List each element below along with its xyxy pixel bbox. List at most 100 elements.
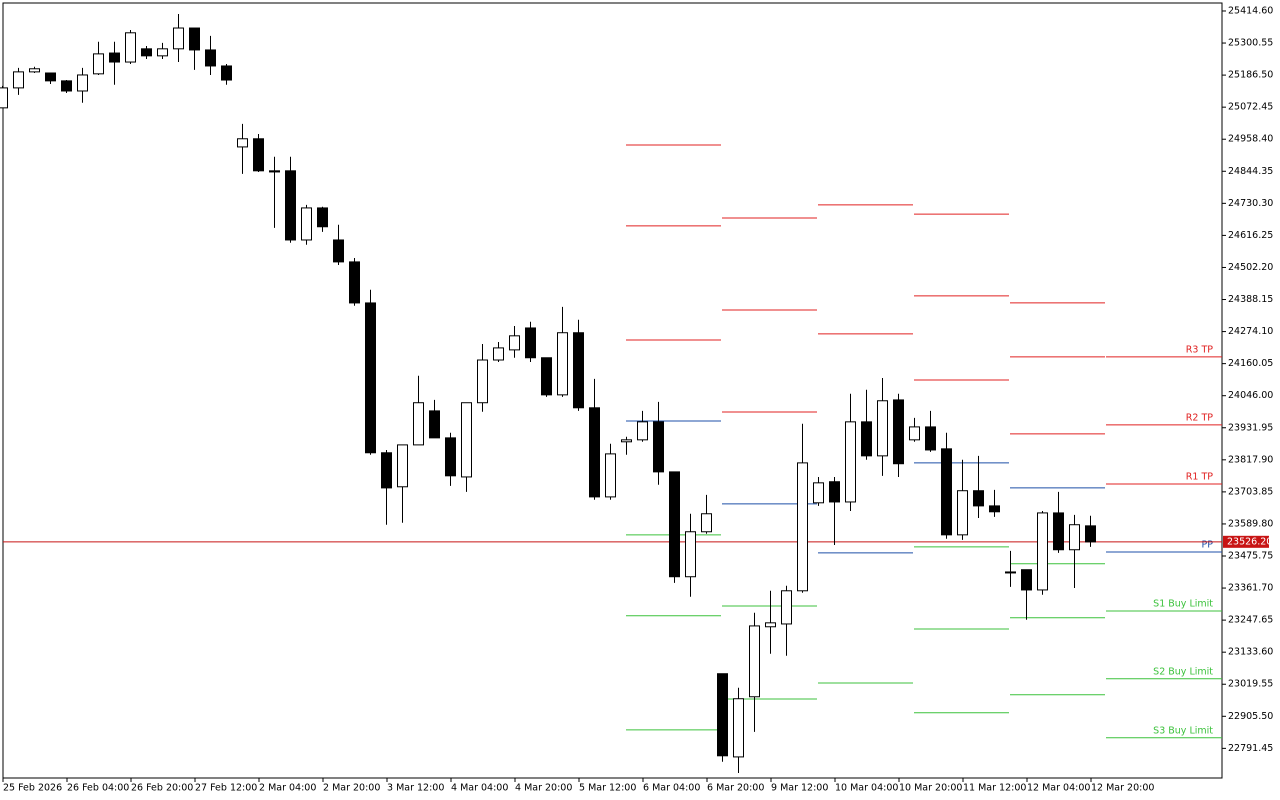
candle-body xyxy=(285,170,296,241)
candle-body xyxy=(765,622,776,628)
x-tick-label: 10 Mar 20:00 xyxy=(899,783,962,794)
candle-body xyxy=(797,462,808,592)
candle-body xyxy=(1053,512,1064,551)
candle-body xyxy=(845,421,856,503)
candle-body xyxy=(701,513,712,533)
candle-body xyxy=(381,452,392,489)
candle-body xyxy=(733,698,744,758)
x-tick-label: 4 Mar 20:00 xyxy=(515,783,572,794)
y-tick-label: 23475.75 xyxy=(1228,550,1273,561)
candle-body xyxy=(141,48,152,57)
y-tick-label: 24730.30 xyxy=(1228,198,1273,209)
y-tick-label: 24388.15 xyxy=(1228,294,1273,305)
y-tick-label: 24958.40 xyxy=(1228,134,1273,145)
candle-body xyxy=(685,531,696,578)
candle-body xyxy=(301,207,312,241)
candle-body xyxy=(93,53,104,75)
y-tick-label: 25414.60 xyxy=(1228,5,1273,16)
candle-body xyxy=(1021,569,1032,591)
level-label: S1 Buy Limit xyxy=(1153,599,1213,610)
candle-body xyxy=(669,471,680,578)
x-tick-label: 27 Feb 12:00 xyxy=(195,783,257,794)
y-tick-label: 24274.10 xyxy=(1228,326,1273,337)
candle-body xyxy=(957,490,968,536)
candle-body xyxy=(45,72,56,82)
candle-body xyxy=(829,481,840,503)
y-tick-label: 24616.25 xyxy=(1228,230,1273,241)
candle-body xyxy=(109,52,120,63)
x-tick-label: 11 Mar 12:00 xyxy=(963,783,1026,794)
x-tick-label: 26 Feb 04:00 xyxy=(67,783,129,794)
candle-body xyxy=(77,74,88,92)
candle-body xyxy=(1069,524,1080,551)
x-tick-label: 6 Mar 20:00 xyxy=(707,783,764,794)
candle-body xyxy=(125,32,136,63)
candle-body xyxy=(365,302,376,454)
candle-body xyxy=(349,261,360,304)
candle-body xyxy=(1037,512,1048,591)
candle-body xyxy=(557,332,568,396)
y-tick-label: 24502.20 xyxy=(1228,262,1273,273)
candle-body xyxy=(877,400,888,457)
candle-body xyxy=(973,490,984,507)
y-tick-label: 24046.00 xyxy=(1228,390,1273,401)
candle-body xyxy=(237,138,248,148)
last-price-tag xyxy=(1223,535,1269,548)
candle-body xyxy=(605,453,616,498)
candle-body xyxy=(477,359,488,404)
candle-body xyxy=(413,402,424,446)
candle-body xyxy=(541,357,552,396)
level-label: R2 TP xyxy=(1186,412,1213,423)
candle-body xyxy=(717,673,728,757)
x-tick-label: 10 Mar 04:00 xyxy=(835,783,898,794)
y-tick-label: 23133.60 xyxy=(1228,647,1273,658)
candle-body xyxy=(941,448,952,536)
y-tick-label: 25186.50 xyxy=(1228,70,1273,81)
candle-body xyxy=(189,27,200,51)
candle-body xyxy=(29,68,40,73)
candle-body xyxy=(509,335,520,351)
x-tick-label: 6 Mar 04:00 xyxy=(643,783,700,794)
x-tick-label: 2 Mar 04:00 xyxy=(259,783,316,794)
y-tick-label: 25300.55 xyxy=(1228,38,1273,49)
x-tick-label: 5 Mar 12:00 xyxy=(579,783,636,794)
last-price-label: 23526.20 xyxy=(1227,536,1272,547)
x-tick-label: 9 Mar 12:00 xyxy=(771,783,828,794)
level-label: R1 TP xyxy=(1186,471,1213,482)
candle-body xyxy=(621,439,632,443)
candle-body xyxy=(637,421,648,441)
candle-body xyxy=(13,71,24,89)
candle-body xyxy=(221,65,232,81)
y-tick-label: 22905.50 xyxy=(1228,711,1273,722)
candle-body xyxy=(781,590,792,625)
candle-body xyxy=(397,444,408,488)
candle-body xyxy=(525,327,536,359)
candle-body xyxy=(1005,571,1016,574)
y-tick-label: 24844.35 xyxy=(1228,166,1273,177)
candle-body xyxy=(445,437,456,477)
candle-body xyxy=(861,421,872,457)
level-label: S2 Buy Limit xyxy=(1153,666,1213,677)
candle-body xyxy=(653,421,664,473)
y-tick-label: 23247.65 xyxy=(1228,615,1273,626)
candle-body xyxy=(573,332,584,409)
candle-body xyxy=(893,399,904,465)
candle-body xyxy=(589,407,600,498)
level-label: S3 Buy Limit xyxy=(1153,725,1213,736)
x-tick-label: 2 Mar 20:00 xyxy=(323,783,380,794)
candle-body xyxy=(989,505,1000,513)
x-tick-label: 12 Mar 04:00 xyxy=(1027,783,1090,794)
candle-body xyxy=(429,410,440,439)
candle-body xyxy=(333,239,344,263)
candle-body xyxy=(813,482,824,504)
y-tick-label: 23019.55 xyxy=(1228,679,1273,690)
candle-body xyxy=(157,48,168,57)
candle-body xyxy=(61,80,72,92)
x-tick-label: 3 Mar 12:00 xyxy=(387,783,444,794)
x-tick-label: 26 Feb 20:00 xyxy=(131,783,193,794)
candle-body xyxy=(909,426,920,441)
x-tick-label: 4 Mar 04:00 xyxy=(451,783,508,794)
level-label: R3 TP xyxy=(1186,344,1213,355)
